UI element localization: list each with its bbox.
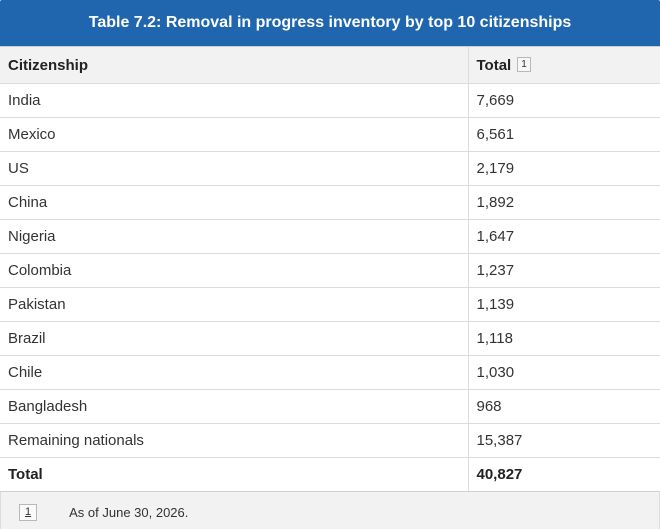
table-row: Nigeria 1,647 xyxy=(0,219,660,254)
table-caption: Table 7.2: Removal in progress inventory… xyxy=(0,0,660,46)
citizenship-cell: Chile xyxy=(0,355,468,390)
column-header-citizenship: Citizenship xyxy=(0,46,468,84)
footnotes-section: 1 As of June 30, 2026. xyxy=(0,492,660,529)
total-cell: 1,237 xyxy=(467,253,660,288)
total-cell: 7,669 xyxy=(467,83,660,118)
table-row: US 2,179 xyxy=(0,151,660,186)
table-row: Mexico 6,561 xyxy=(0,117,660,152)
citizenship-cell: Bangladesh xyxy=(0,389,468,424)
total-cell: 1,118 xyxy=(467,321,660,356)
total-cell: 15,387 xyxy=(467,423,660,458)
column-header-total-label: Total xyxy=(476,56,512,74)
footnote-ref-1[interactable]: 1 xyxy=(517,56,531,72)
total-cell: 968 xyxy=(467,389,660,424)
table-row: Bangladesh 968 xyxy=(0,389,660,424)
footnote-text: As of June 30, 2026. xyxy=(69,504,189,520)
inventory-table: Citizenship Total 1 India 7,669 Mexico 6,56… xyxy=(0,46,660,492)
table-row: India 7,669 xyxy=(0,83,660,118)
table-row: Chile 1,030 xyxy=(0,355,660,390)
total-cell: 1,030 xyxy=(467,355,660,390)
table-row: China 1,892 xyxy=(0,185,660,220)
total-cell: 1,139 xyxy=(467,287,660,322)
citizenship-cell: US xyxy=(0,151,468,186)
citizenship-cell: Brazil xyxy=(0,321,468,356)
citizenship-cell: Remaining nationals xyxy=(0,423,468,458)
citizenship-cell: Pakistan xyxy=(0,287,468,322)
total-row: Total 40,827 xyxy=(0,457,660,492)
header-row: Citizenship Total 1 xyxy=(0,46,660,84)
column-header-total: Total 1 xyxy=(467,46,660,84)
table-row: Brazil 1,118 xyxy=(0,321,660,356)
table-row: Remaining nationals 15,387 xyxy=(0,423,660,458)
footnote-number-link[interactable]: 1 xyxy=(19,503,38,521)
total-cell: 2,179 xyxy=(467,151,660,186)
citizenship-cell: China xyxy=(0,185,468,220)
citizenship-cell: India xyxy=(0,83,468,118)
citizenship-cell: Mexico xyxy=(0,117,468,152)
table-row: Pakistan 1,139 xyxy=(0,287,660,322)
total-cell: 1,892 xyxy=(467,185,660,220)
total-value: 40,827 xyxy=(467,457,660,492)
total-cell: 1,647 xyxy=(467,219,660,254)
citizenship-cell: Nigeria xyxy=(0,219,468,254)
total-label: Total xyxy=(0,457,468,492)
total-cell: 6,561 xyxy=(467,117,660,152)
column-header-citizenship-label: Citizenship xyxy=(8,56,89,74)
table-row: Colombia 1,237 xyxy=(0,253,660,288)
citizenship-cell: Colombia xyxy=(0,253,468,288)
